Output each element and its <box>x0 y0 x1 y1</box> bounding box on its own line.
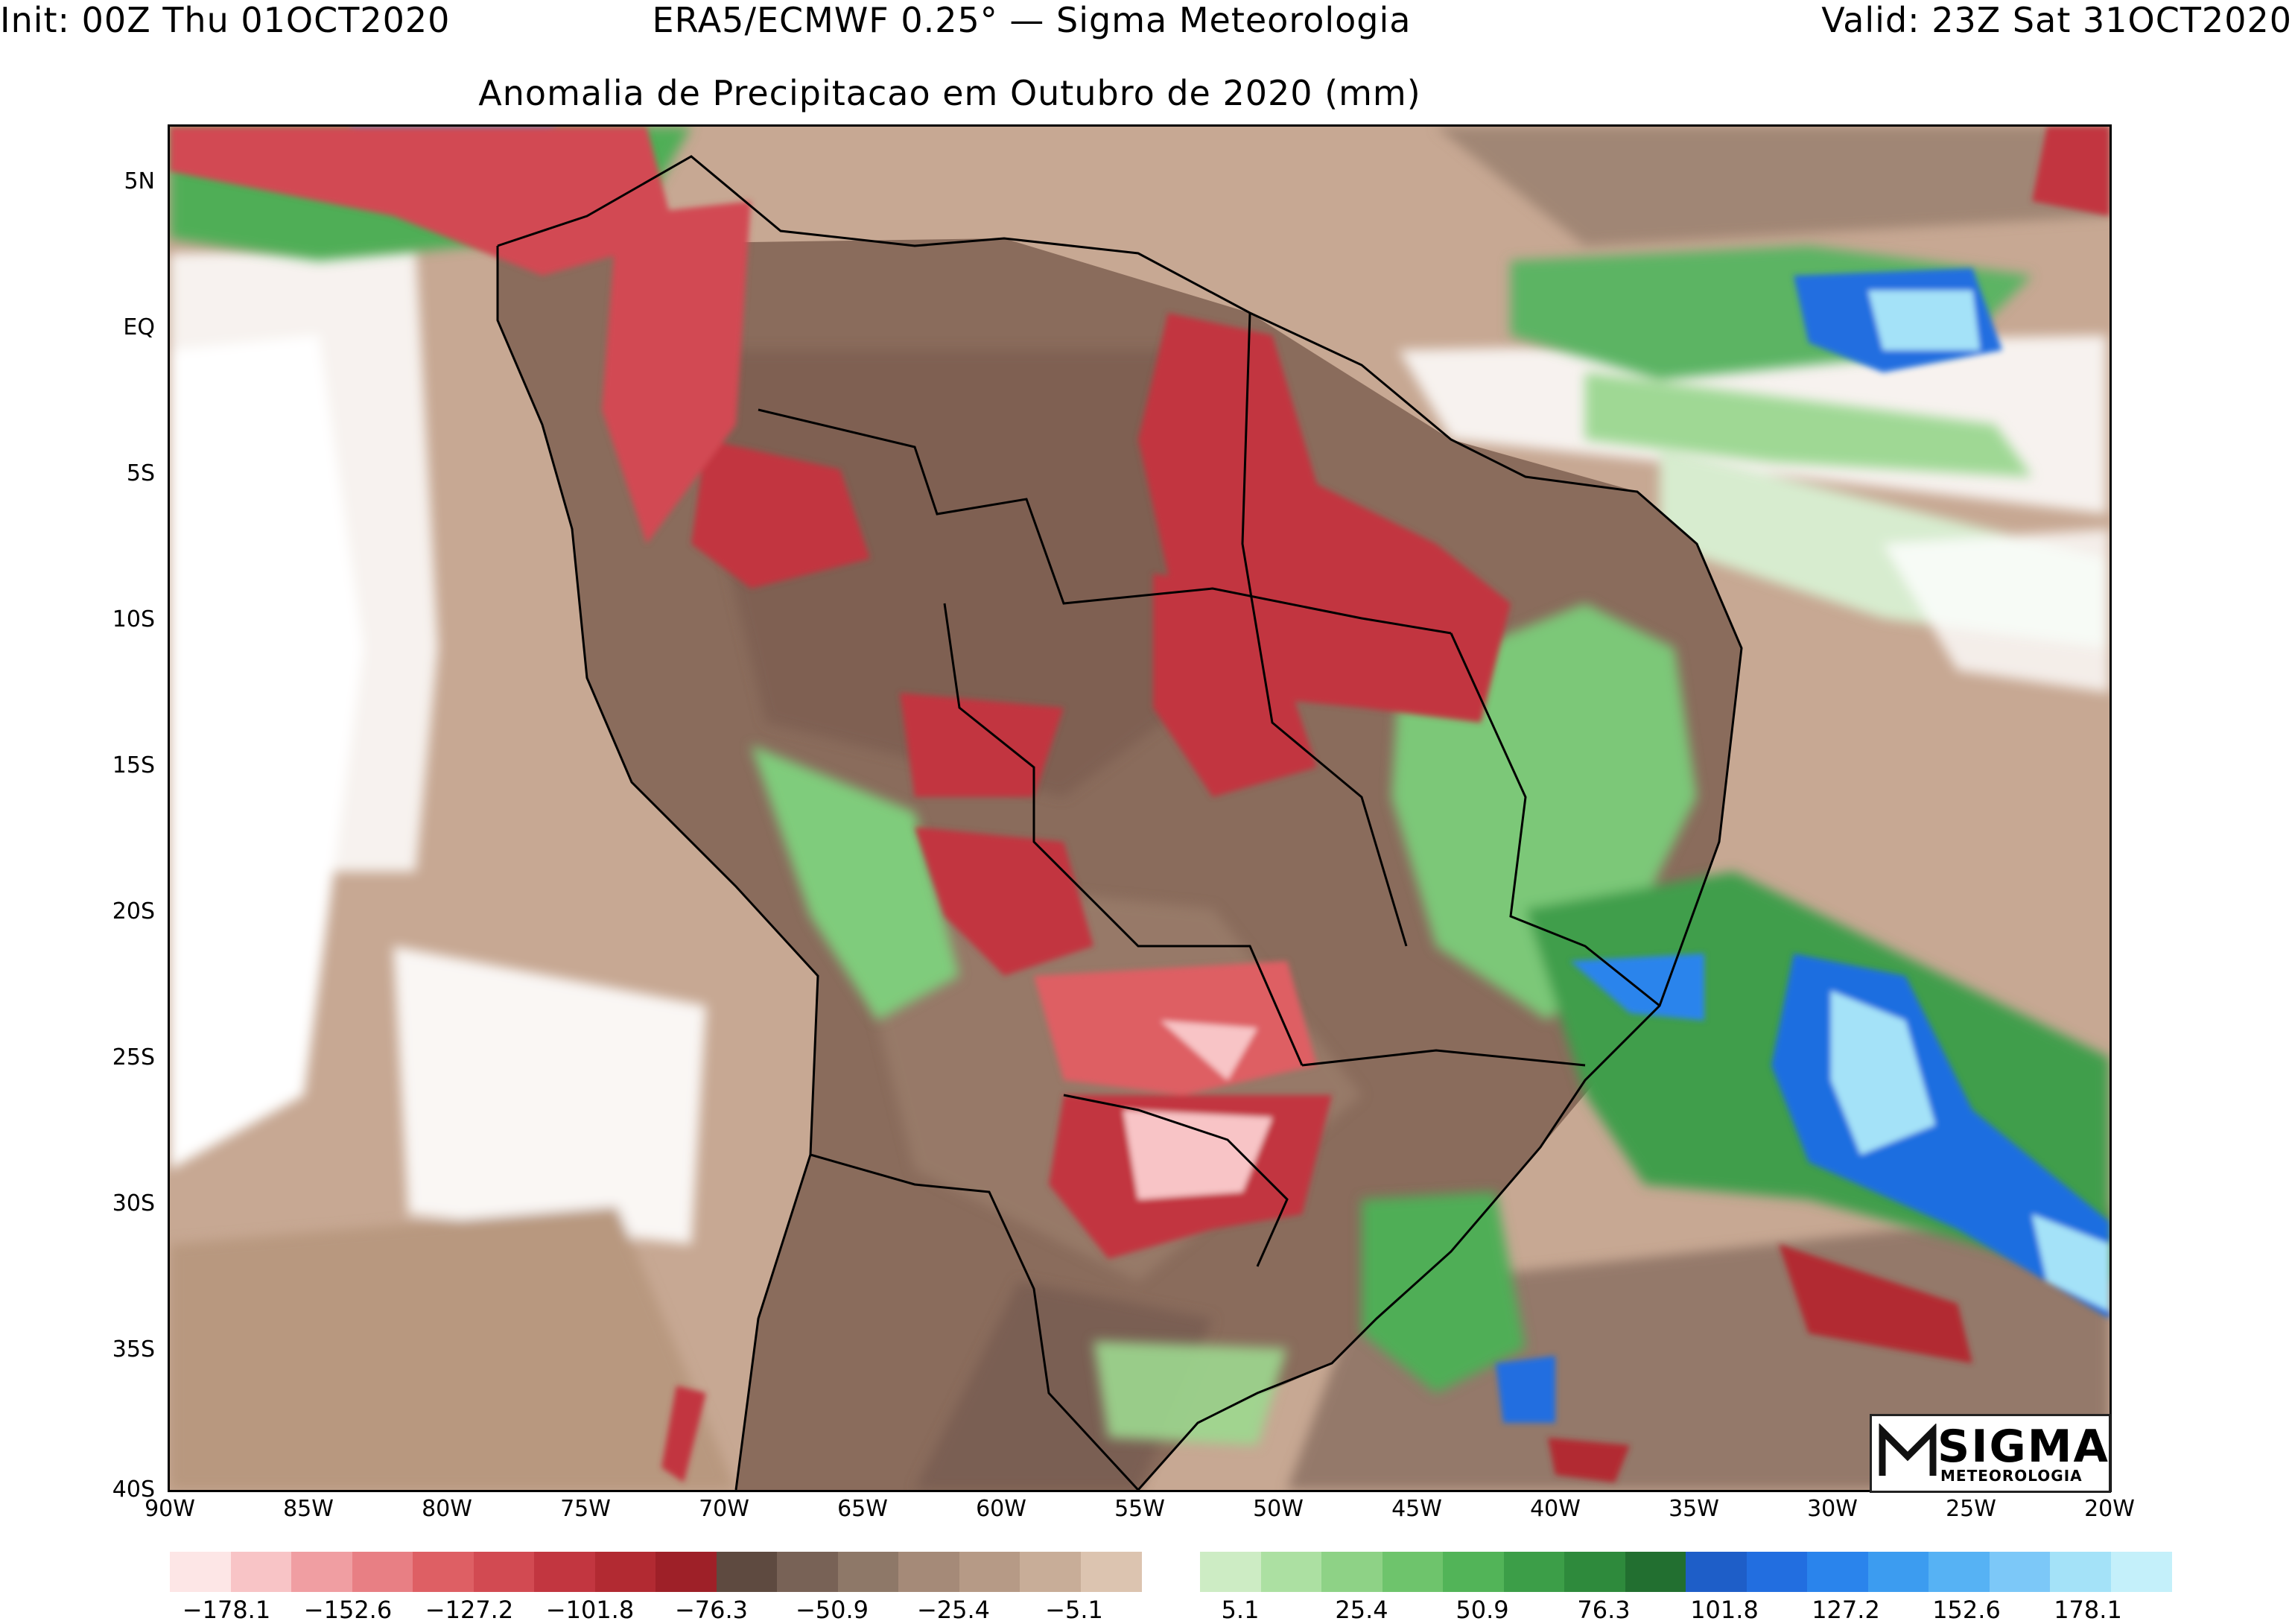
precipitation-anomaly-map <box>168 124 2112 1492</box>
colorbar-swatch-positive <box>1382 1552 1444 1592</box>
colorbar-swatch-positive <box>1321 1552 1382 1592</box>
colorbar-label: −127.2 <box>425 1596 514 1624</box>
lat-label: 5S <box>126 460 155 486</box>
colorbar-swatch-negative <box>898 1552 959 1592</box>
colorbar-swatch-negative <box>655 1552 717 1592</box>
lon-label: 55W <box>1114 1496 1165 1522</box>
colorbar-swatch-positive <box>1503 1552 1565 1592</box>
colorbar-label: −101.8 <box>545 1596 635 1624</box>
colorbar-swatch-negative <box>291 1552 352 1592</box>
logo-name: SIGMA <box>1937 1421 2110 1473</box>
negative-anomaly-areas <box>170 127 2110 1482</box>
political-borders <box>496 155 1743 1490</box>
map-canvas <box>170 127 2110 1490</box>
lon-label: 35W <box>1669 1496 1719 1522</box>
lon-label: 30W <box>1807 1496 1858 1522</box>
colorbar-swatch-negative <box>837 1552 899 1592</box>
lat-label: 5N <box>124 168 155 194</box>
colorbar-swatch-positive <box>1260 1552 1322 1592</box>
lon-label: 65W <box>837 1496 888 1522</box>
colorbar-swatch-positive <box>1746 1552 1808 1592</box>
colorbar-swatch-positive <box>1200 1552 1261 1592</box>
colorbar-label: −152.6 <box>303 1596 393 1624</box>
sigma-m-icon <box>1879 1424 1937 1476</box>
source-label: ERA5/ECMWF 0.25° — Sigma Meteorologia <box>652 0 1412 40</box>
lon-label: 85W <box>283 1496 334 1522</box>
colorbar-label: 76.3 <box>1577 1596 1631 1624</box>
colorbar-swatch-positive <box>1928 1552 1990 1592</box>
colorbar-swatch-positive <box>2050 1552 2111 1592</box>
lon-label: 90W <box>145 1496 195 1522</box>
colorbar-label: 101.8 <box>1690 1596 1759 1624</box>
lat-label: 10S <box>112 606 155 632</box>
colorbar-swatch-positive <box>1443 1552 1504 1592</box>
colorbar-swatch-negative <box>1020 1552 1081 1592</box>
colorbar-swatch-negative <box>352 1552 413 1592</box>
colorbar-swatch-negative <box>716 1552 778 1592</box>
lat-label: 15S <box>112 752 155 778</box>
colorbar-label: −25.4 <box>916 1596 991 1624</box>
lon-label: 70W <box>699 1496 749 1522</box>
lat-label: 35S <box>112 1336 155 1363</box>
lat-label: 40S <box>112 1476 155 1503</box>
colorbar-label: −50.9 <box>795 1596 869 1624</box>
colorbar-swatch-negative <box>473 1552 535 1592</box>
sigma-logo: SIGMA METEOROLOGIA <box>1870 1414 2111 1493</box>
colorbar-swatch-positive <box>1989 1552 2051 1592</box>
map-title: Anomalia de Precipitacao em Outubro de 2… <box>478 73 1421 113</box>
colorbar-label: 25.4 <box>1335 1596 1388 1624</box>
colorbar-swatch-positive <box>1807 1552 1868 1592</box>
lat-label: EQ <box>123 314 155 340</box>
colorbar-swatch-negative <box>959 1552 1020 1592</box>
lon-label: 50W <box>1253 1496 1304 1522</box>
lon-label: 40W <box>1530 1496 1581 1522</box>
colorbar-swatch-positive <box>2110 1552 2172 1592</box>
colorbar-swatch-positive <box>1564 1552 1625 1592</box>
lon-label: 75W <box>560 1496 611 1522</box>
lat-label: 30S <box>112 1190 155 1217</box>
colorbar-label: 50.9 <box>1455 1596 1509 1624</box>
valid-time-label: Valid: 23Z Sat 31OCT2020 <box>1821 0 2292 40</box>
init-time-label: Init: 00Z Thu 01OCT2020 <box>0 0 451 40</box>
colorbar-swatch-positive <box>1867 1552 1929 1592</box>
colorbar-swatch-positive <box>1686 1552 1747 1592</box>
lon-label: 45W <box>1391 1496 1442 1522</box>
colorbar-label: −5.1 <box>1045 1596 1103 1624</box>
colorbar-swatch-negative <box>413 1552 474 1592</box>
lon-label: 60W <box>976 1496 1026 1522</box>
colorbar-swatch-negative <box>777 1552 838 1592</box>
colorbar-label: 152.6 <box>1932 1596 2001 1624</box>
colorbar-swatch-negative <box>170 1552 231 1592</box>
colorbar-swatch-negative <box>230 1552 292 1592</box>
colorbar <box>170 1552 2172 1592</box>
logo-subtitle: METEOROLOGIA <box>1940 1467 2083 1485</box>
colorbar-label: 127.2 <box>1812 1596 1880 1624</box>
colorbar-label: 5.1 <box>1221 1596 1260 1624</box>
lon-label: 80W <box>422 1496 472 1522</box>
colorbar-label: −76.3 <box>674 1596 749 1624</box>
lat-label: 20S <box>112 898 155 924</box>
colorbar-swatch-negative <box>594 1552 656 1592</box>
colorbar-swatch-negative <box>1080 1552 1142 1592</box>
colorbar-swatch-positive <box>1625 1552 1686 1592</box>
lon-label: 25W <box>1946 1496 1996 1522</box>
colorbar-label: 178.1 <box>2054 1596 2122 1624</box>
colorbar-swatch-negative <box>534 1552 595 1592</box>
lon-label: 20W <box>2084 1496 2135 1522</box>
lat-label: 25S <box>112 1044 155 1070</box>
colorbar-label: −178.1 <box>182 1596 271 1624</box>
